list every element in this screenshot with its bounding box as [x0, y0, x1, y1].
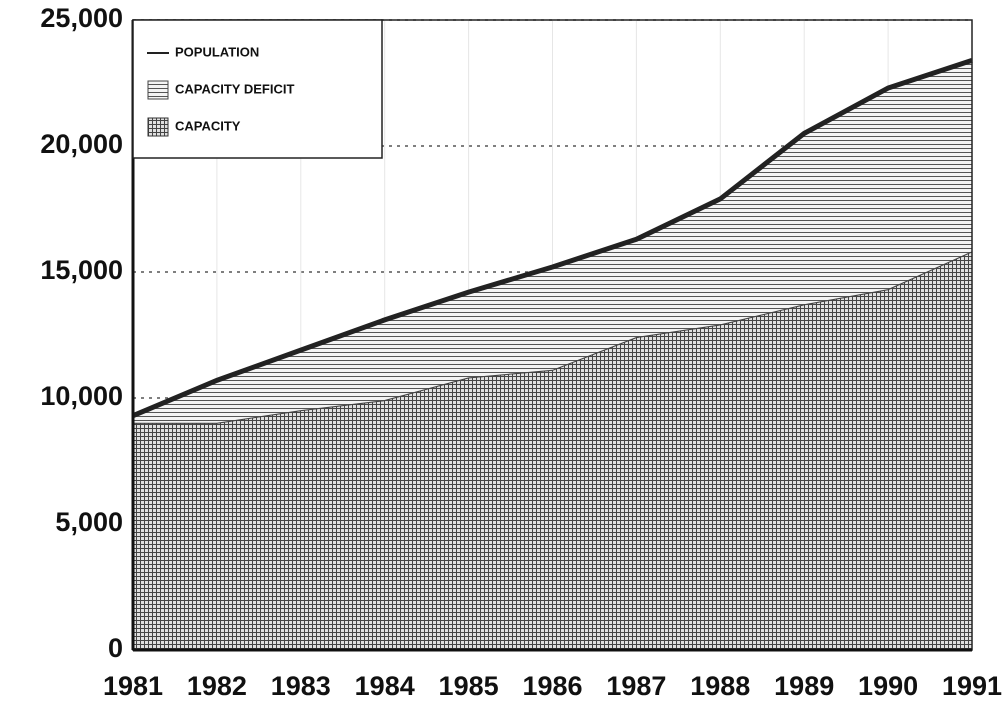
y-tick-label: 25,000	[40, 3, 123, 33]
x-tick-label: 1985	[439, 671, 499, 701]
legend-label: CAPACITY	[175, 118, 241, 133]
legend-label: POPULATION	[175, 44, 259, 59]
y-tick-label: 10,000	[40, 381, 123, 411]
legend-box	[132, 19, 383, 159]
x-tick-label: 1990	[858, 671, 918, 701]
y-tick-label: 20,000	[40, 129, 123, 159]
x-tick-label: 1984	[355, 671, 415, 701]
x-tick-label: 1991	[942, 671, 1002, 701]
y-tick-label: 5,000	[55, 507, 123, 537]
y-tick-label: 0	[108, 633, 123, 663]
legend-swatch	[147, 117, 169, 137]
x-tick-label: 1986	[522, 671, 582, 701]
y-tick-label: 15,000	[40, 255, 123, 285]
legend-label: CAPACITY DEFICIT	[175, 81, 294, 96]
x-tick-label: 1987	[606, 671, 666, 701]
population-line	[132, 57, 973, 418]
x-tick-label: 1983	[271, 671, 331, 701]
x-tick-label: 1981	[103, 671, 163, 701]
legend-swatch	[147, 80, 169, 100]
x-tick-label: 1988	[690, 671, 750, 701]
x-tick-label: 1982	[187, 671, 247, 701]
x-tick-label: 1989	[774, 671, 834, 701]
